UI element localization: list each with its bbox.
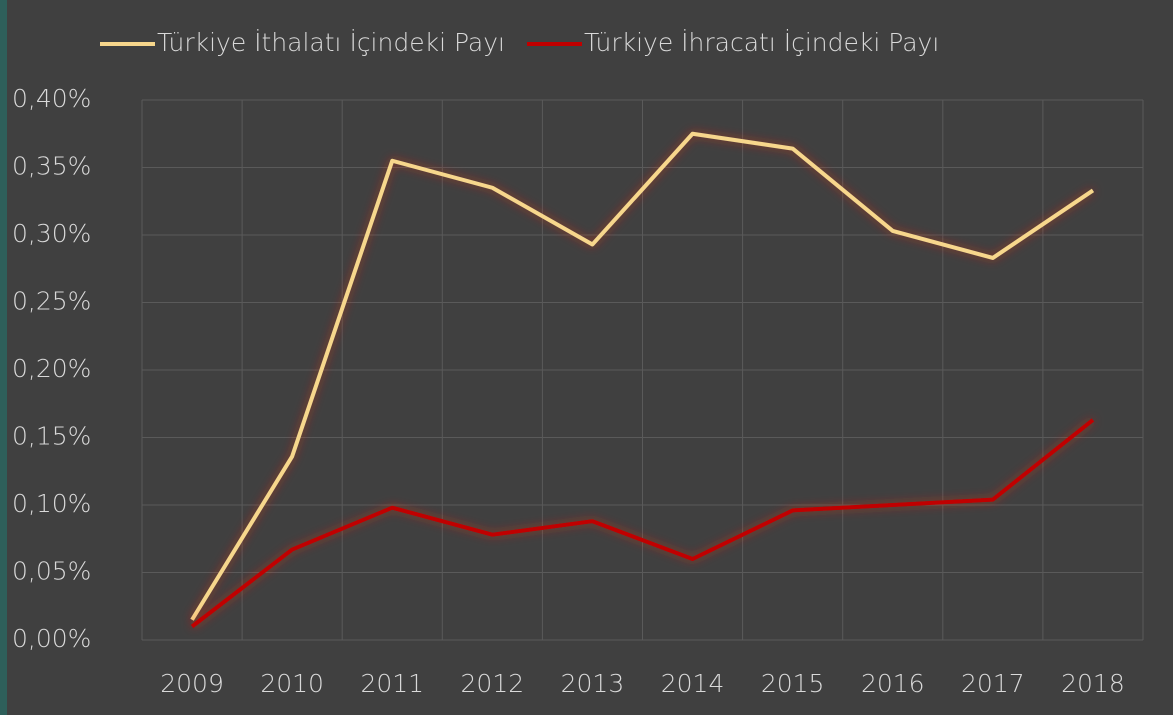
- x-tick-label: 2012: [461, 669, 525, 698]
- x-tick-label: 2013: [561, 669, 625, 698]
- x-tick-label: 2010: [260, 669, 324, 698]
- x-tick-label: 2009: [160, 669, 224, 698]
- y-tick-label: 0,00%: [12, 624, 91, 653]
- legend-label: Türkiye İhracatı İçindeki Payı: [584, 28, 939, 57]
- y-tick-label: 0,05%: [12, 557, 91, 586]
- x-tick-label: 2015: [761, 669, 825, 698]
- y-tick-label: 0,35%: [12, 152, 91, 181]
- y-tick-label: 0,40%: [12, 84, 91, 113]
- y-tick-label: 0,20%: [12, 354, 91, 383]
- side-stripe: [0, 0, 7, 715]
- y-tick-label: 0,10%: [12, 489, 91, 518]
- series-line: [190, 131, 1095, 621]
- y-tick-label: 0,15%: [12, 422, 91, 451]
- x-tick-label: 2018: [1061, 669, 1125, 698]
- y-tick-label: 0,30%: [12, 219, 91, 248]
- x-tick-label: 2017: [961, 669, 1025, 698]
- y-tick-label: 0,25%: [12, 287, 91, 316]
- x-tick-label: 2014: [661, 669, 725, 698]
- series-line: [190, 418, 1095, 629]
- x-tick-label: 2011: [360, 669, 424, 698]
- x-tick-label: 2016: [861, 669, 925, 698]
- legend-label: Türkiye İthalatı İçindeki Payı: [157, 28, 505, 57]
